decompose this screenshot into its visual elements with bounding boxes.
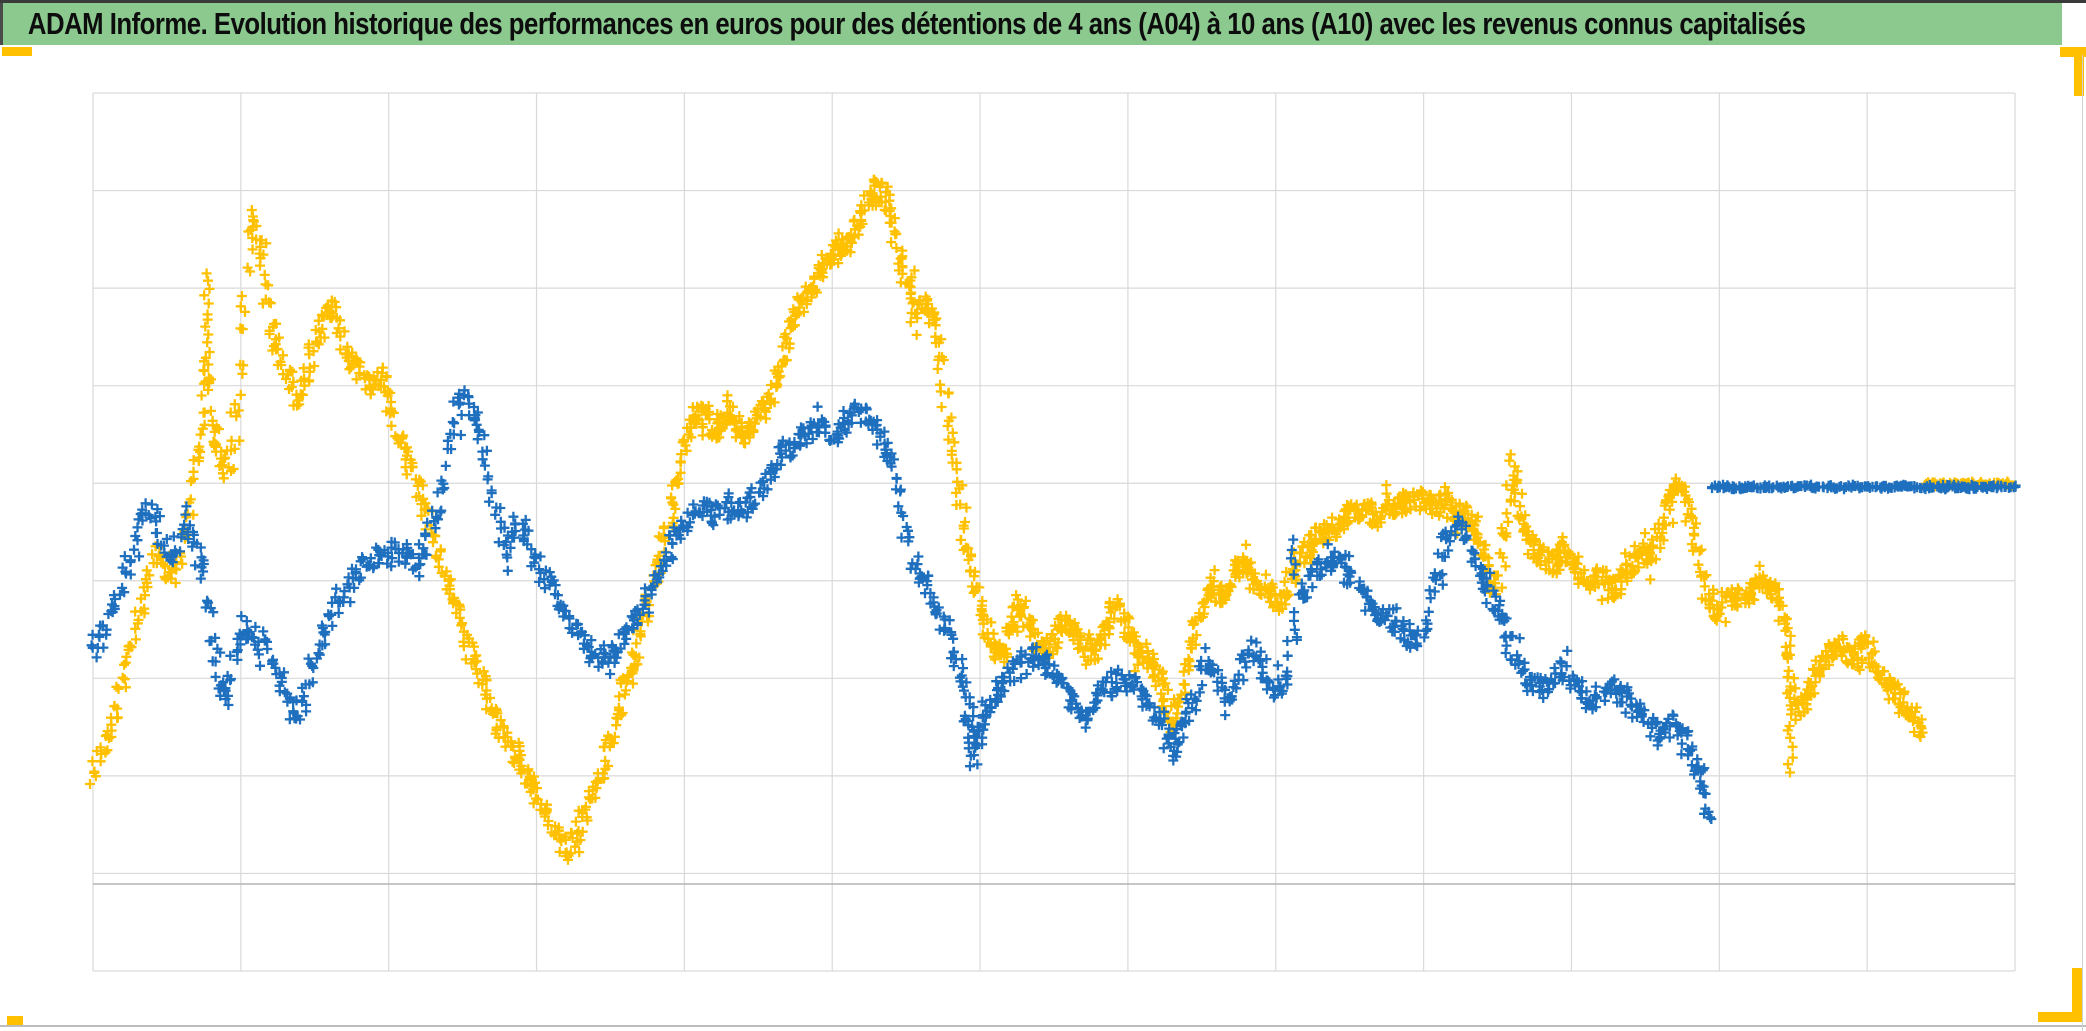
slide-right-divider bbox=[2082, 55, 2083, 1031]
gridlines bbox=[92, 92, 2016, 972]
slide-title-bar: ADAM Informe. Evolution historique des p… bbox=[0, 3, 2062, 45]
series-jaune-markers bbox=[85, 174, 2021, 865]
corner-accent-top-right-leg-icon bbox=[2074, 47, 2084, 96]
corner-accent-bottom-right-leg-icon bbox=[2072, 968, 2082, 1022]
slide-title: ADAM Informe. Evolution historique des p… bbox=[27, 6, 1806, 41]
slide-bottom-divider bbox=[0, 1025, 2086, 1027]
corner-accent-top-right-icon bbox=[2060, 47, 2086, 57]
corner-accent-top-left-icon bbox=[2, 47, 32, 56]
corner-accent-bottom-right-icon bbox=[2038, 1012, 2082, 1022]
window-top-edge bbox=[0, 0, 2086, 3]
series-bleue-markers bbox=[86, 385, 2021, 824]
corner-accent-bottom-left-icon bbox=[7, 1016, 23, 1026]
